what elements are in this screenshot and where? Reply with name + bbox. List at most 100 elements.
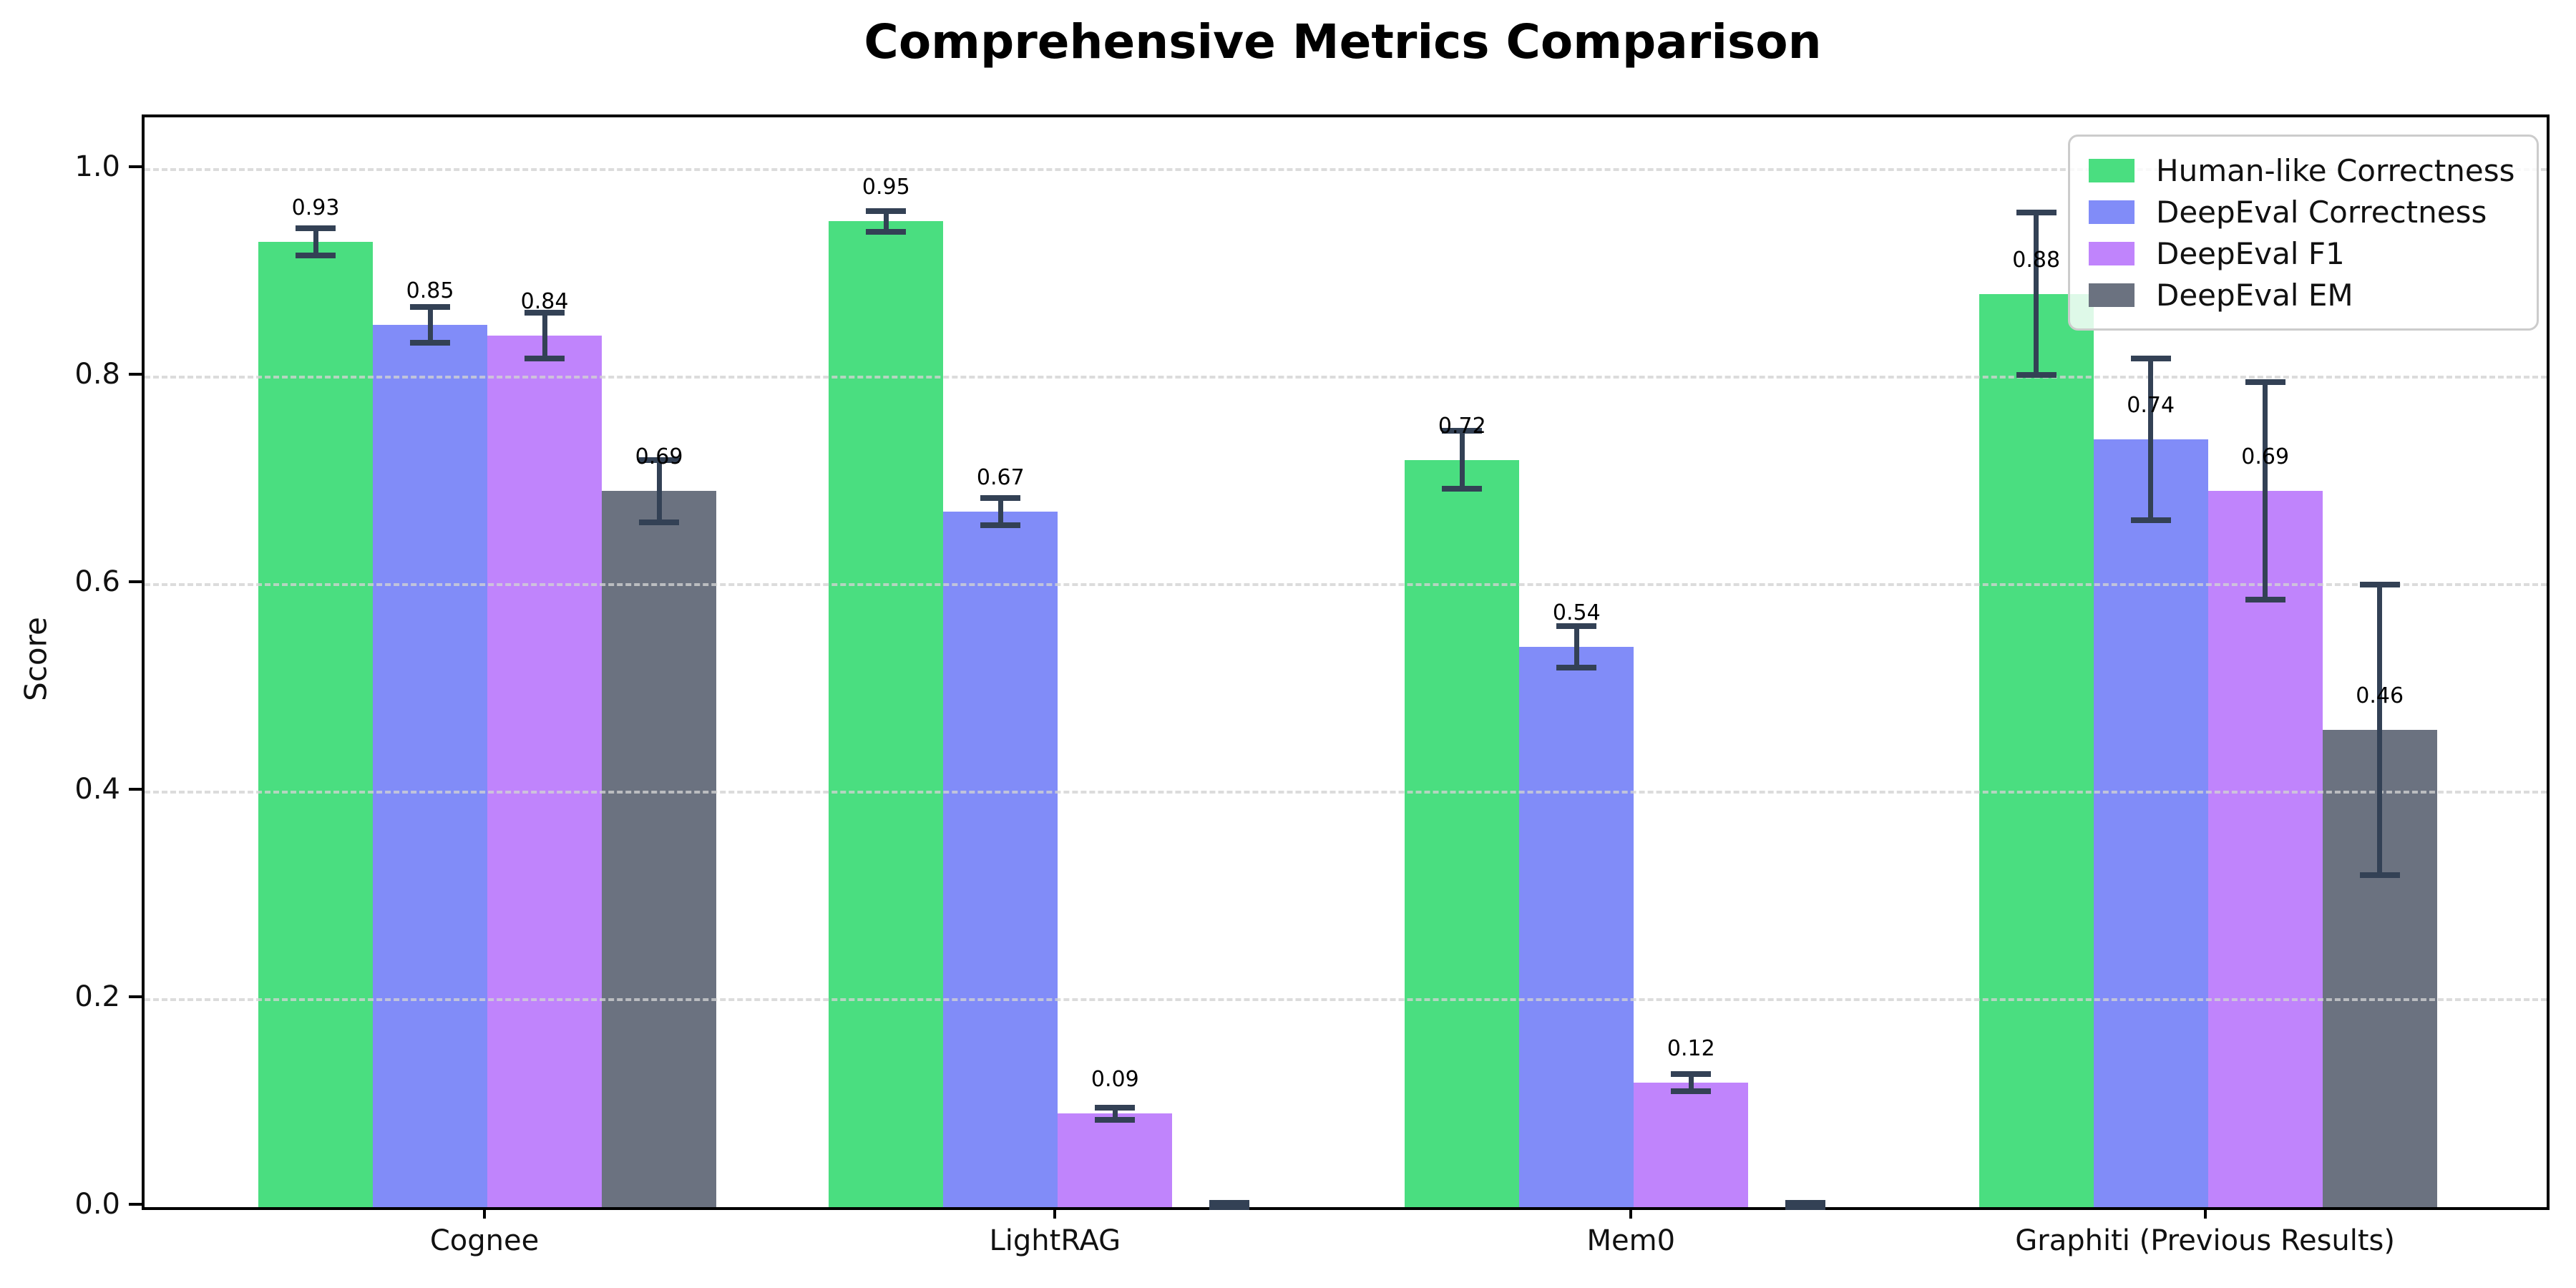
error-bar-cap-top [1671,1071,1712,1078]
bar [1634,1082,1749,1207]
error-bar-cap-top [296,225,336,232]
error-bar-cap-bottom [1671,1088,1712,1094]
plot-inner: 0.93 0.95 0.72 0.88 0.85 0.67 0.54 0.74 0.84 0.09… [145,117,2547,1210]
bar-value-label: 0.12 [1667,1035,1715,1061]
bar [373,325,488,1207]
error-bar-cap-top [525,309,565,316]
chart-title: Comprehensive Metrics Comparison [864,14,1822,69]
error-bar-cap-top [2245,379,2285,385]
error-bar [2377,584,2383,875]
y-tick-label: 0.8 [74,357,120,391]
legend-swatch-deepeval-em [2089,283,2135,307]
bar [943,512,1058,1207]
y-tick-mark [129,1203,142,1206]
bar [487,335,602,1207]
error-bar-cap-top [1209,1200,1250,1206]
gridline [145,790,2547,794]
bar-value-label: 0.09 [1091,1067,1139,1093]
bar-value-label: 0.54 [1552,600,1601,625]
legend-item: DeepEval Correctness [2089,191,2518,233]
bar-value-label: 0.93 [291,195,340,221]
error-bar-cap-bottom [1556,664,1597,670]
bar-value-label: 0.67 [976,465,1025,491]
y-tick-label: 1.0 [74,150,120,183]
error-bar-cap-bottom [1785,1204,1826,1210]
error-bar [2148,358,2154,520]
error-bar [997,498,1003,526]
bar-value-label: 0.88 [2012,247,2061,273]
error-bar-cap-bottom [1442,486,1483,492]
error-bar-cap-bottom [410,339,451,346]
error-bar [883,210,889,232]
error-bar-cap-bottom [980,522,1021,529]
gridline [145,582,2547,586]
bar-value-label: 0.74 [2127,392,2175,418]
y-tick-mark [129,580,142,583]
bar-value-label: 0.84 [520,288,569,314]
error-bar-cap-bottom [296,252,336,258]
bar-value-label: 0.72 [1438,413,1486,439]
bar [2207,491,2323,1207]
legend-label: DeepEval F1 [2156,235,2345,271]
bar [829,221,944,1207]
legend-item: DeepEval EM [2089,274,2518,316]
legend: Human-like Correctness DeepEval Correctn… [2068,135,2539,331]
y-tick-mark [129,787,142,791]
error-bar-cap-top [980,495,1021,502]
bar [258,242,374,1207]
legend-item: DeepEval F1 [2089,233,2518,274]
x-tick-label: Cognee [429,1224,540,1257]
legend-item: Human-like Correctness [2089,150,2518,191]
y-tick-label: 0.4 [74,772,120,806]
legend-swatch-human-like-correctness [2089,158,2135,182]
x-tick-label: LightRAG [989,1224,1121,1257]
error-bar [1112,1107,1118,1121]
x-tick-label: Graphiti (Previous Results) [2015,1224,2396,1257]
x-tick-label: Mem0 [1586,1224,1676,1257]
legend-label: Human-like Correctness [2156,152,2515,188]
bar [1405,459,1520,1207]
bar-value-label: 0.69 [2241,444,2290,470]
error-bar [2263,381,2268,600]
error-bar-cap-bottom [1209,1204,1250,1210]
error-bar-cap-bottom [1095,1117,1136,1123]
bar-value-label: 0.69 [635,444,683,470]
error-bar-cap-top [866,208,907,214]
error-bar-cap-top [1095,1104,1136,1111]
error-bar-cap-top [2016,210,2057,216]
error-bar [1688,1074,1694,1091]
y-axis-label: Score [18,617,54,701]
plot-area: 0.93 0.95 0.72 0.88 0.85 0.67 0.54 0.74 0.84 0.09… [142,114,2550,1210]
error-bar-cap-top [1442,428,1483,434]
error-bar-cap-bottom [2130,517,2171,523]
bar [1058,1113,1173,1207]
gridline [145,375,2547,379]
error-bar [1574,625,1579,668]
x-tick-mark [1629,1207,1633,1219]
bar-value-label: 0.85 [406,278,454,304]
gridline [145,167,2547,171]
error-bar-cap-bottom [525,355,565,361]
x-tick-mark [2203,1207,2207,1219]
error-bar [542,312,547,358]
legend-swatch-deepeval-correctness [2089,200,2135,224]
error-bar-cap-top [639,457,680,463]
error-bar-cap-bottom [2359,872,2400,878]
y-tick-mark [129,995,142,998]
y-tick-label: 0.0 [74,1188,120,1221]
error-bar [1459,431,1465,489]
bar-value-label: 0.46 [2356,683,2404,708]
error-bar-cap-top [2359,581,2400,587]
error-bar [313,228,318,255]
x-tick-mark [1053,1207,1057,1219]
y-tick-mark [129,165,142,168]
bar [1519,646,1634,1207]
error-bar [427,307,433,343]
error-bar [2034,213,2039,375]
error-bar-cap-bottom [2016,371,2057,378]
y-tick-mark [129,372,142,376]
error-bar-cap-bottom [2245,597,2285,603]
gridline [145,997,2547,1001]
bar [1979,293,2094,1207]
